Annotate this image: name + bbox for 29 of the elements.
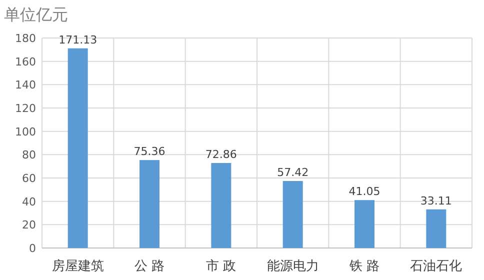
x-tick-label: 房屋建筑: [52, 258, 104, 274]
y-tick-label: 80: [22, 148, 36, 162]
y-tick-label: 100: [15, 125, 36, 138]
y-tick-label: 180: [15, 32, 36, 45]
bar: [211, 162, 232, 248]
bar: [426, 209, 446, 248]
y-tick-label: 20: [22, 218, 36, 232]
bar: [140, 160, 160, 248]
data-label: 171.13: [58, 33, 98, 46]
x-tick-label: 市 政: [206, 259, 236, 274]
x-tick-label: 铁 路: [348, 259, 380, 274]
y-tick-label: 60: [22, 172, 36, 185]
x-tick-label: 能源电力: [266, 259, 319, 274]
data-label: 57.42: [277, 166, 309, 180]
x-tick-label: 石油石化: [410, 259, 462, 274]
chart-title: 单位亿元: [4, 5, 68, 24]
data-label: 72.86: [205, 148, 237, 161]
bar: [68, 48, 88, 248]
x-tick-label: 公 路: [134, 259, 165, 274]
data-label: 33.11: [420, 194, 452, 208]
y-tick-label: 140: [15, 78, 36, 92]
y-tick-label: 0: [29, 242, 36, 255]
bar: [354, 200, 374, 248]
bar: [282, 181, 303, 248]
data-label: 41.05: [348, 185, 380, 198]
y-tick-label: 40: [22, 195, 36, 208]
y-tick-label: 120: [15, 102, 36, 115]
y-tick-label: 160: [15, 55, 36, 68]
data-label: 75.36: [134, 145, 166, 158]
